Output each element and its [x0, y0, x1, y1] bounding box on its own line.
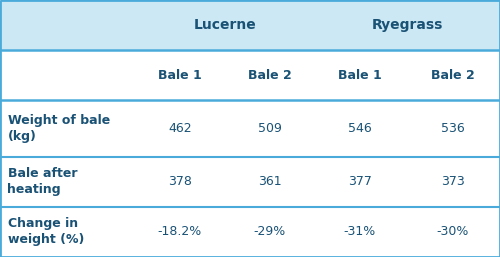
Text: Change in
weight (%): Change in weight (%) — [8, 217, 84, 246]
Bar — [0, 50, 500, 100]
Text: -30%: -30% — [436, 225, 468, 238]
Text: Bale 2: Bale 2 — [430, 69, 474, 82]
Bar — [0, 207, 500, 257]
Text: -18.2%: -18.2% — [158, 225, 202, 238]
Text: Ryegrass: Ryegrass — [372, 18, 443, 32]
Text: Bale 1: Bale 1 — [158, 69, 202, 82]
Bar — [0, 0, 500, 50]
Text: 378: 378 — [168, 175, 192, 188]
Text: Bale after
heating: Bale after heating — [8, 167, 77, 196]
Text: 536: 536 — [440, 122, 464, 135]
Bar — [0, 157, 500, 207]
Text: 377: 377 — [348, 175, 372, 188]
Text: 373: 373 — [440, 175, 464, 188]
Text: Lucerne: Lucerne — [194, 18, 256, 32]
Text: -31%: -31% — [344, 225, 376, 238]
Text: 509: 509 — [258, 122, 282, 135]
Bar — [0, 100, 500, 157]
Text: Bale 1: Bale 1 — [338, 69, 382, 82]
Text: 546: 546 — [348, 122, 372, 135]
Text: 361: 361 — [258, 175, 282, 188]
Text: Bale 2: Bale 2 — [248, 69, 292, 82]
Text: 462: 462 — [168, 122, 192, 135]
Text: Weight of bale
(kg): Weight of bale (kg) — [8, 114, 110, 143]
Text: -29%: -29% — [254, 225, 286, 238]
